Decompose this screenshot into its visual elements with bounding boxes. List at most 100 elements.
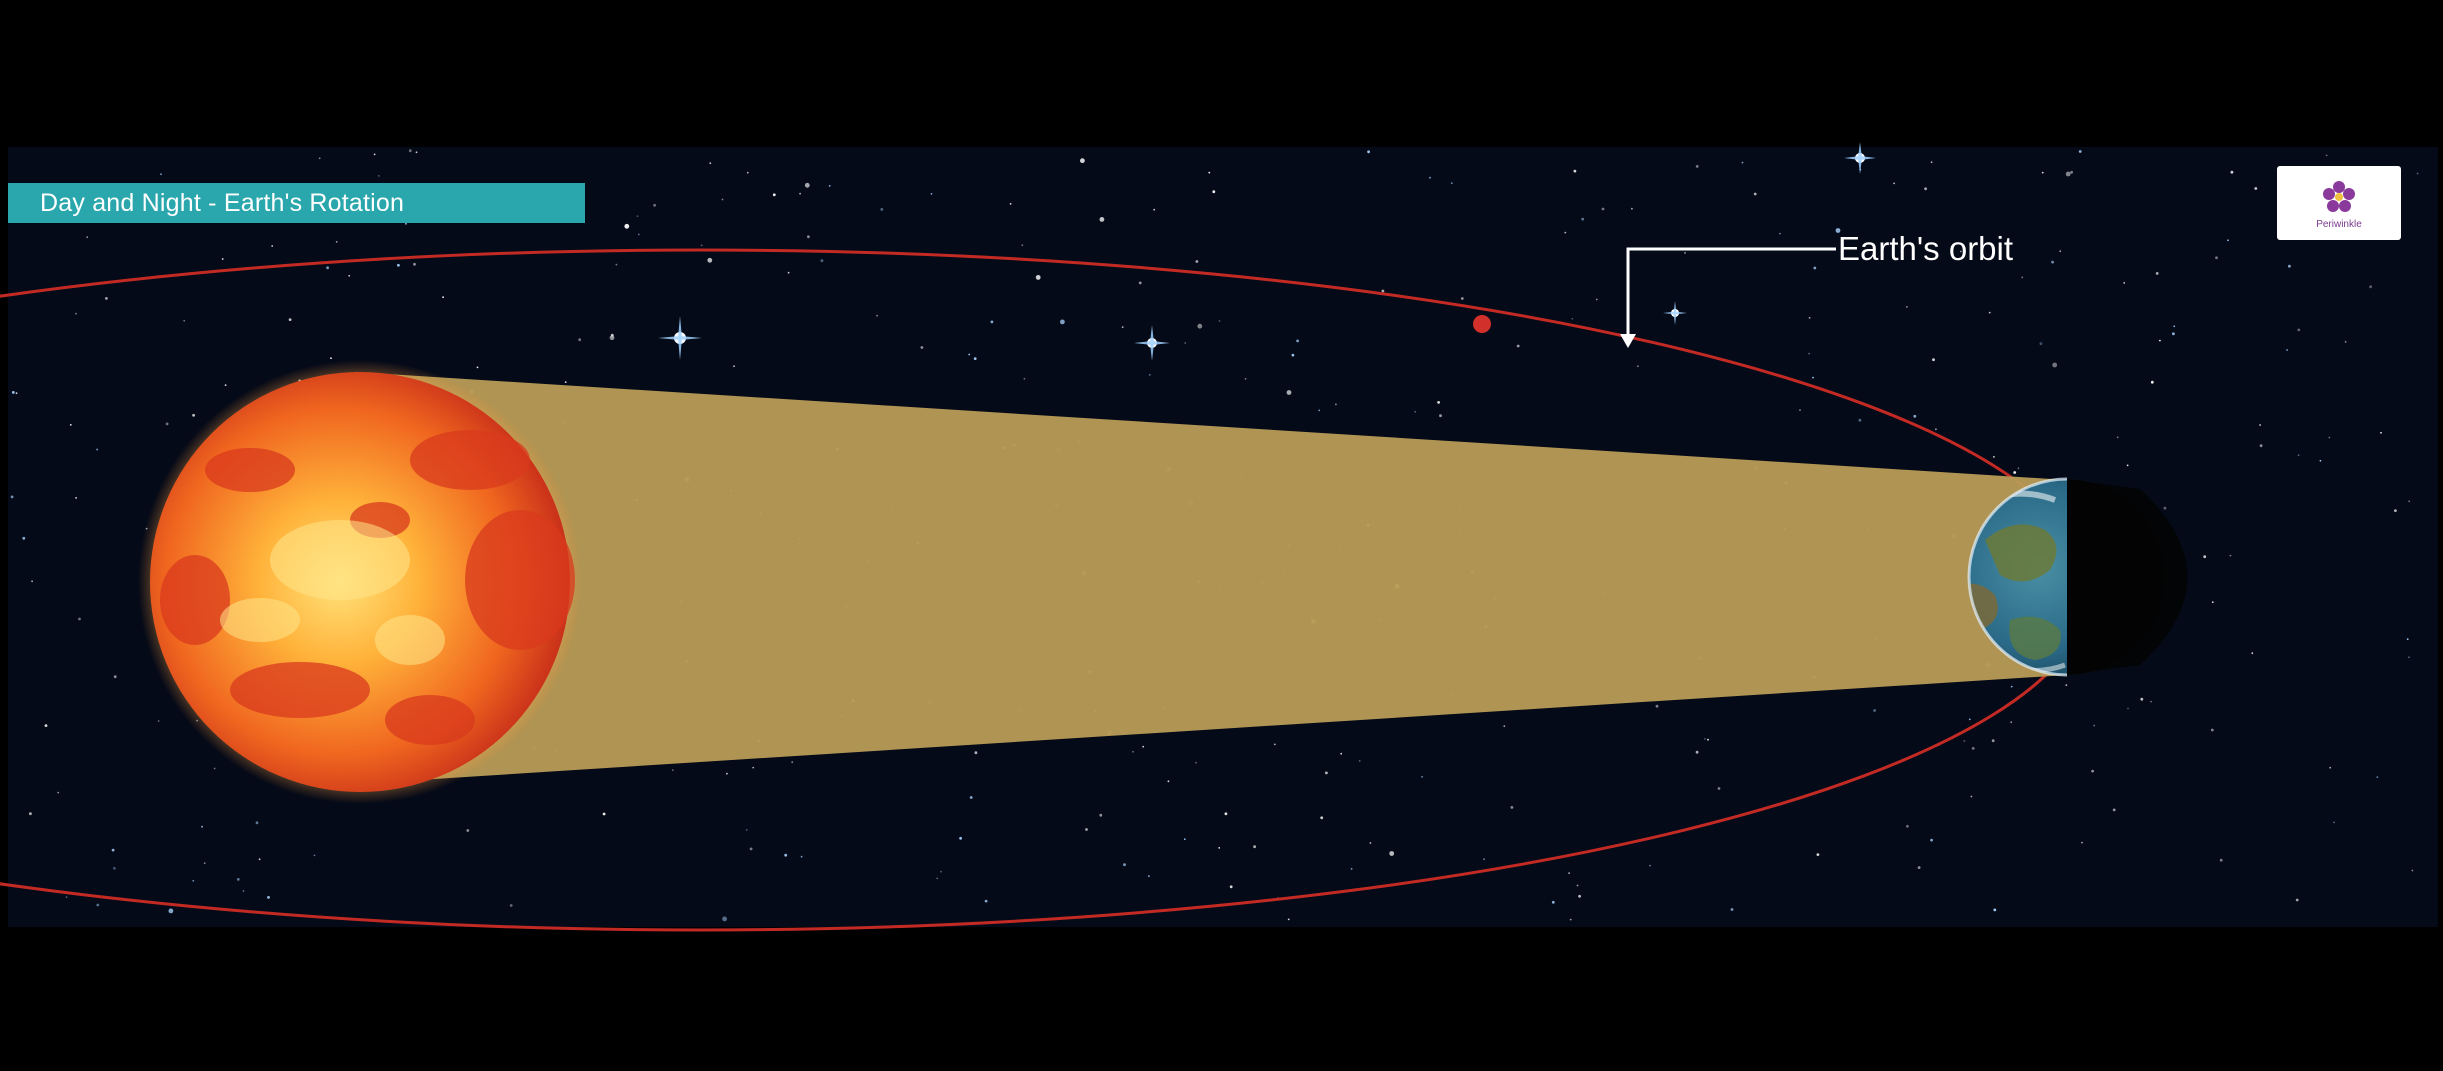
star bbox=[2039, 342, 2043, 345]
star bbox=[602, 812, 606, 816]
star bbox=[1325, 771, 1328, 775]
star bbox=[880, 208, 884, 211]
star bbox=[1460, 297, 1464, 300]
star bbox=[242, 890, 245, 892]
star bbox=[201, 825, 204, 828]
star bbox=[183, 319, 186, 322]
star bbox=[22, 536, 26, 540]
star bbox=[1551, 900, 1555, 904]
star bbox=[1218, 847, 1221, 849]
star bbox=[2408, 500, 2411, 503]
star bbox=[671, 769, 674, 771]
star bbox=[1167, 780, 1170, 783]
star bbox=[57, 791, 60, 794]
star bbox=[2078, 150, 2082, 153]
star bbox=[11, 391, 15, 394]
star bbox=[1808, 352, 1810, 355]
star bbox=[800, 855, 803, 858]
star bbox=[2259, 424, 2262, 426]
star bbox=[192, 413, 196, 417]
star bbox=[653, 203, 656, 207]
star bbox=[1893, 182, 1895, 185]
star bbox=[405, 222, 407, 225]
star bbox=[564, 381, 567, 383]
star bbox=[442, 296, 444, 299]
star bbox=[930, 193, 933, 195]
star bbox=[1601, 207, 1605, 211]
star bbox=[1335, 403, 1337, 406]
star bbox=[1021, 244, 1024, 247]
star bbox=[75, 312, 77, 315]
star bbox=[1799, 409, 1801, 411]
star bbox=[373, 153, 376, 156]
star bbox=[224, 384, 227, 386]
star bbox=[192, 879, 195, 882]
star bbox=[969, 796, 973, 799]
periwinkle-logo: Periwinkle bbox=[2277, 166, 2401, 240]
star bbox=[69, 424, 72, 426]
star bbox=[974, 751, 978, 755]
star bbox=[2203, 555, 2207, 559]
star bbox=[791, 761, 794, 764]
star bbox=[1218, 320, 1221, 322]
star bbox=[1917, 866, 1921, 869]
star bbox=[876, 314, 878, 317]
star bbox=[1381, 289, 1385, 293]
star bbox=[1595, 298, 1598, 301]
star bbox=[787, 271, 790, 274]
star bbox=[2159, 339, 2161, 342]
star bbox=[1142, 745, 1145, 748]
star bbox=[2065, 171, 2071, 177]
star bbox=[1649, 864, 1651, 867]
star bbox=[2210, 728, 2214, 732]
star bbox=[2017, 467, 2020, 470]
star bbox=[1253, 845, 1256, 849]
star bbox=[2325, 154, 2328, 157]
star bbox=[348, 274, 351, 277]
star bbox=[203, 862, 206, 865]
star bbox=[700, 244, 703, 247]
star bbox=[1573, 169, 1577, 173]
star bbox=[1655, 704, 1659, 708]
star bbox=[1913, 414, 1917, 418]
star bbox=[2416, 172, 2419, 175]
star bbox=[973, 357, 977, 360]
star bbox=[2059, 250, 2062, 253]
star bbox=[1099, 813, 1103, 817]
star bbox=[318, 157, 321, 160]
star bbox=[615, 263, 618, 266]
star bbox=[968, 353, 971, 356]
star bbox=[722, 916, 727, 922]
star bbox=[2065, 684, 2068, 686]
star bbox=[1808, 317, 1811, 319]
star bbox=[2112, 808, 2116, 812]
star bbox=[1085, 828, 1088, 831]
star bbox=[2328, 436, 2331, 439]
logo-text: Periwinkle bbox=[2316, 218, 2362, 230]
star bbox=[413, 262, 416, 266]
star bbox=[509, 904, 513, 907]
star bbox=[772, 193, 776, 197]
star bbox=[1183, 838, 1186, 841]
star bbox=[1212, 190, 1216, 194]
star bbox=[1148, 875, 1150, 877]
star bbox=[1963, 740, 1966, 742]
star bbox=[2081, 841, 2083, 844]
star bbox=[408, 149, 412, 153]
star bbox=[313, 854, 316, 857]
star bbox=[86, 236, 89, 239]
star bbox=[1812, 376, 1814, 379]
star bbox=[1208, 171, 1211, 174]
twinkle-stars bbox=[658, 142, 1876, 361]
star bbox=[168, 908, 174, 914]
star bbox=[1959, 250, 1962, 253]
star bbox=[1695, 165, 1699, 168]
star bbox=[165, 422, 169, 426]
star bbox=[65, 896, 68, 898]
star bbox=[1483, 858, 1485, 860]
star bbox=[2211, 601, 2214, 604]
star bbox=[213, 767, 216, 770]
star bbox=[2259, 444, 2263, 448]
star bbox=[1291, 353, 1295, 357]
star bbox=[1153, 208, 1156, 211]
